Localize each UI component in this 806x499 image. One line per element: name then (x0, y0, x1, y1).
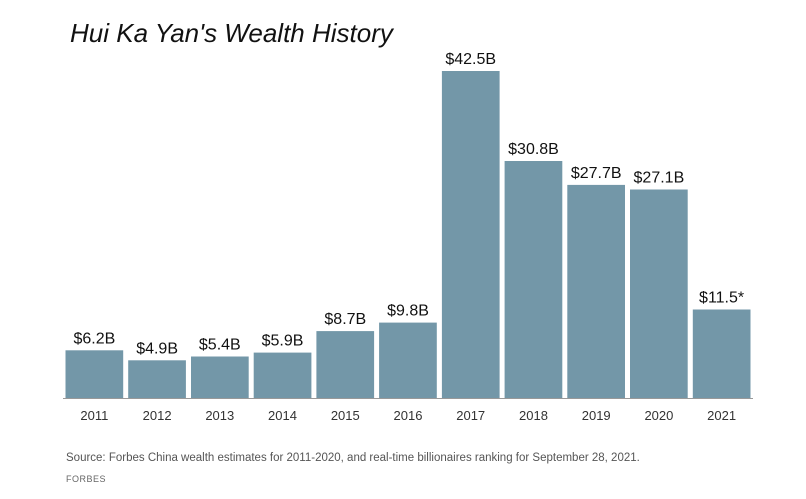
value-label-2015: $8.7B (324, 311, 366, 328)
value-label-2012: $4.9B (136, 340, 178, 357)
bar-2014 (253, 352, 312, 398)
value-label-2021: $11.5* (699, 290, 744, 307)
value-label-2019: $27.7B (571, 165, 622, 182)
value-label-2011: $6.2B (73, 330, 115, 347)
brand-credit: FORBES (66, 474, 107, 484)
x-tick-label-2020: 2020 (644, 408, 673, 423)
x-tick-label-2018: 2018 (519, 408, 548, 423)
x-tick-label-2017: 2017 (456, 408, 485, 423)
bar-2011 (65, 350, 124, 398)
bar-2015 (316, 331, 375, 398)
x-tick-label-2021: 2021 (707, 408, 736, 423)
bar-chart: Hui Ka Yan's Wealth History $6.2B $4.9B $5… (63, 18, 753, 423)
x-tick-label-2012: 2012 (143, 408, 172, 423)
bar-2013 (191, 356, 249, 398)
bar-2017 (441, 71, 500, 398)
bar-2018 (504, 161, 563, 398)
value-label-2018: $30.8B (508, 141, 559, 158)
x-tick-label-2019: 2019 (582, 408, 611, 423)
bar-2020 (630, 189, 688, 398)
source-note: Source: Forbes China wealth estimates fo… (66, 452, 640, 464)
x-tick-labels-group: 2011 2012 2013 2014 2015 2016 2017 2018 2019 2020… (80, 408, 736, 423)
value-label-2013: $5.4B (199, 337, 241, 354)
bar-2012 (128, 360, 186, 398)
chart-title: Hui Ka Yan's Wealth History (70, 18, 395, 48)
value-label-2016: $9.8B (387, 303, 429, 320)
value-labels-group: $6.2B $4.9B $5.4B $5.9B $8.7B $9.8B $42.5B $30.… (73, 51, 744, 357)
x-tick-label-2014: 2014 (268, 408, 297, 423)
x-tick-label-2015: 2015 (331, 408, 360, 423)
bars-group (65, 71, 751, 398)
x-tick-label-2016: 2016 (394, 408, 423, 423)
x-tick-label-2013: 2013 (205, 408, 234, 423)
bar-2019 (567, 184, 625, 398)
value-label-2017: $42.5B (445, 51, 496, 68)
x-tick-label-2011: 2011 (80, 408, 108, 423)
value-label-2014: $5.9B (262, 333, 304, 350)
bar-2021 (692, 309, 751, 398)
bar-2016 (379, 322, 437, 398)
value-label-2020: $27.1B (634, 170, 685, 187)
